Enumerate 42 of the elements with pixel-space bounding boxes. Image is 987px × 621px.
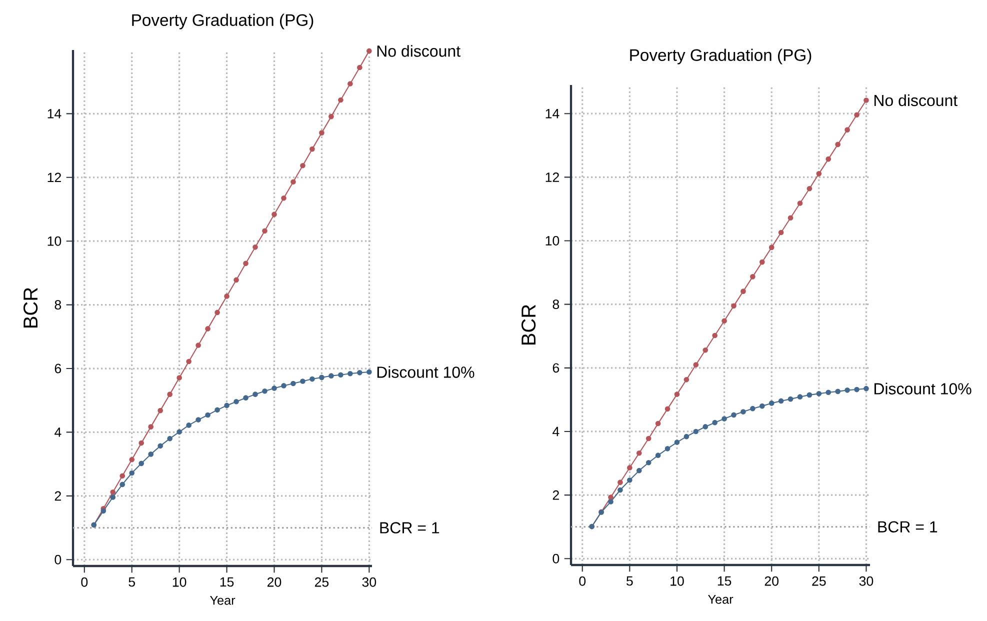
y-tick-label: 4 [552,426,560,436]
y-tick-label: 2 [54,491,61,501]
chart-title: Poverty Graduation (PG) [630,48,812,64]
chart-title: Poverty Graduation (PG) [132,14,314,30]
x-tick-label: 25 [314,577,329,587]
x-axis-title: Year [210,596,236,605]
x-tick-label: 25 [812,576,826,586]
x-tick-label: 15 [220,577,234,587]
x-tick-label: 0 [81,577,88,587]
y-axis-title: BCR [521,304,536,344]
y-tick-label: 14 [48,109,62,118]
x-tick-label: 10 [172,577,186,587]
series-label: Discount 10% [874,382,972,394]
x-tick-label: 30 [859,576,874,586]
y-tick-label: 4 [54,428,62,437]
y-tick-label: 12 [546,172,559,182]
y-tick-label: 8 [552,300,560,310]
y-tick-label: 0 [552,554,560,564]
ref-line-label: BCR = 1 [878,521,938,533]
y-tick-label: 2 [552,490,559,500]
y-tick-label: 6 [54,364,62,374]
x-axis-title: Year [708,594,734,604]
y-axis-title: BCR [23,288,38,328]
y-tick-label: 14 [546,109,560,118]
x-tick-label: 20 [764,576,779,586]
y-tick-label: 8 [54,300,62,310]
series-label: No discount [377,45,460,57]
series-label: No discount [874,94,958,106]
y-tick-label: 12 [48,172,61,182]
x-tick-label: 5 [128,577,136,587]
x-tick-label: 30 [362,577,376,587]
y-tick-label: 10 [48,236,62,246]
x-tick-label: 15 [718,576,732,586]
x-tick-label: 20 [267,577,282,587]
y-tick-label: 0 [54,554,62,564]
x-tick-label: 10 [670,576,684,586]
series-label: Discount 10% [377,366,474,378]
y-tick-label: 10 [546,236,560,246]
x-tick-label: 5 [626,576,633,586]
x-tick-label: 0 [579,576,586,586]
ref-line-label: BCR = 1 [380,522,440,534]
y-tick-label: 6 [552,363,560,373]
